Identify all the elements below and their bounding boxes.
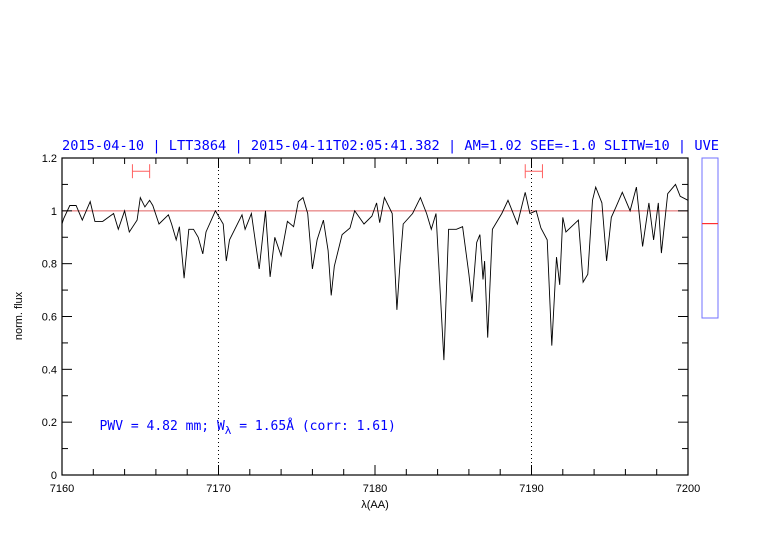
- y-tick-label: 0.2: [42, 417, 57, 429]
- interval-marker: [524, 164, 543, 179]
- y-tick-label: 0.4: [42, 364, 57, 376]
- x-tick-label: 7190: [519, 483, 543, 495]
- spectrum-line: [61, 183, 689, 361]
- interval-marker: [131, 164, 151, 179]
- side-indicator-box: [701, 157, 719, 319]
- y-tick-label: 1.2: [42, 153, 57, 165]
- x-tick-label: 7160: [50, 483, 74, 495]
- chart-title: 2015-04-10 | LTT3864 | 2015-04-11T02:05:…: [62, 138, 719, 154]
- y-tick-label: 0.6: [42, 312, 57, 324]
- x-tick-label: 7170: [206, 483, 230, 495]
- y-axis-label: norm. flux: [13, 291, 25, 340]
- pwv-annotation-subscript: λ: [225, 424, 232, 437]
- y-tick-label: 1: [51, 206, 57, 218]
- y-tick-label: 0: [51, 470, 57, 482]
- y-tick-label: 0.8: [42, 259, 57, 271]
- pwv-annotation-main: PWV = 4.82 mm; W: [100, 419, 225, 434]
- pwv-annotation: PWV = 4.82 mm; Wλ = 1.65Å (corr: 1.61): [100, 418, 396, 437]
- x-axis-label: λ(AA): [361, 499, 389, 511]
- x-tick-label: 7200: [676, 483, 700, 495]
- pwv-annotation-rest: = 1.65Å (corr: 1.61): [231, 418, 395, 434]
- x-tick-label: 7180: [363, 483, 387, 495]
